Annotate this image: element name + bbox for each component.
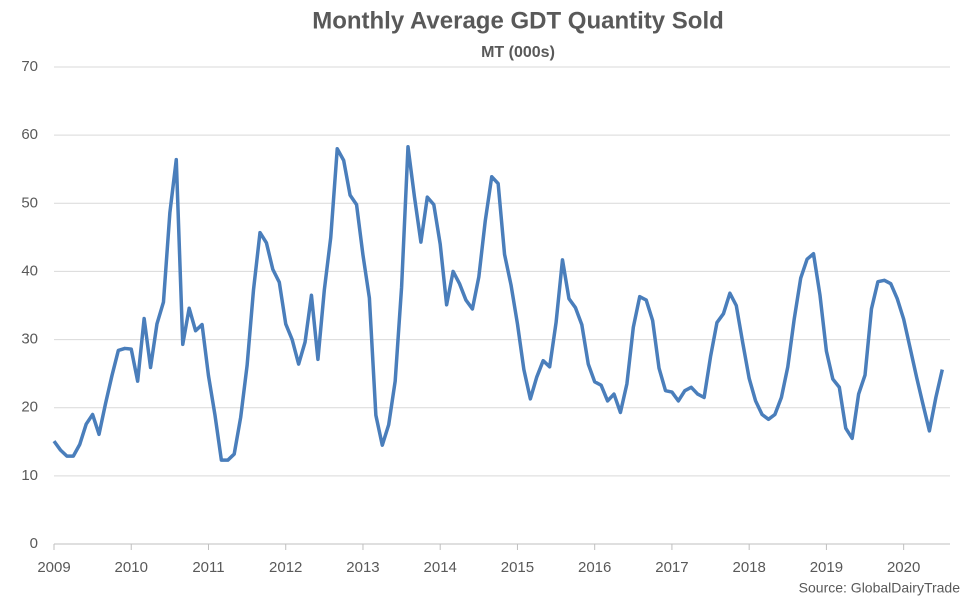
x-tick-label: 2010 bbox=[115, 559, 148, 576]
data-line bbox=[52, 144, 944, 462]
y-tick-label: 50 bbox=[21, 194, 38, 211]
y-tick-label: 20 bbox=[21, 399, 38, 416]
x-tick-label: 2019 bbox=[810, 559, 843, 576]
y-tick-label: 10 bbox=[21, 467, 38, 484]
chart-title: Monthly Average GDT Quantity Sold bbox=[312, 7, 724, 34]
x-tick-label: 2014 bbox=[424, 559, 457, 576]
x-tick-label: 2015 bbox=[501, 559, 534, 576]
source-note: Source: GlobalDairyTrade bbox=[799, 580, 961, 596]
y-tick-label: 70 bbox=[21, 58, 38, 75]
y-tick-label: 60 bbox=[21, 126, 38, 143]
y-tick-label: 0 bbox=[30, 535, 38, 552]
x-tick-label: 2011 bbox=[192, 559, 224, 576]
x-tick-label: 2016 bbox=[578, 559, 611, 576]
chart-subtitle: MT (000s) bbox=[481, 44, 555, 61]
y-tick-label: 40 bbox=[21, 262, 38, 279]
x-tick-label: 2009 bbox=[37, 559, 70, 576]
x-tick-label: 2018 bbox=[732, 559, 765, 576]
x-tick-label: 2013 bbox=[346, 559, 379, 576]
x-tick-label: 2017 bbox=[655, 559, 688, 576]
y-tick-label: 30 bbox=[21, 331, 38, 348]
x-tick-label: 2020 bbox=[887, 559, 920, 576]
x-tick-label: 2012 bbox=[269, 559, 302, 576]
